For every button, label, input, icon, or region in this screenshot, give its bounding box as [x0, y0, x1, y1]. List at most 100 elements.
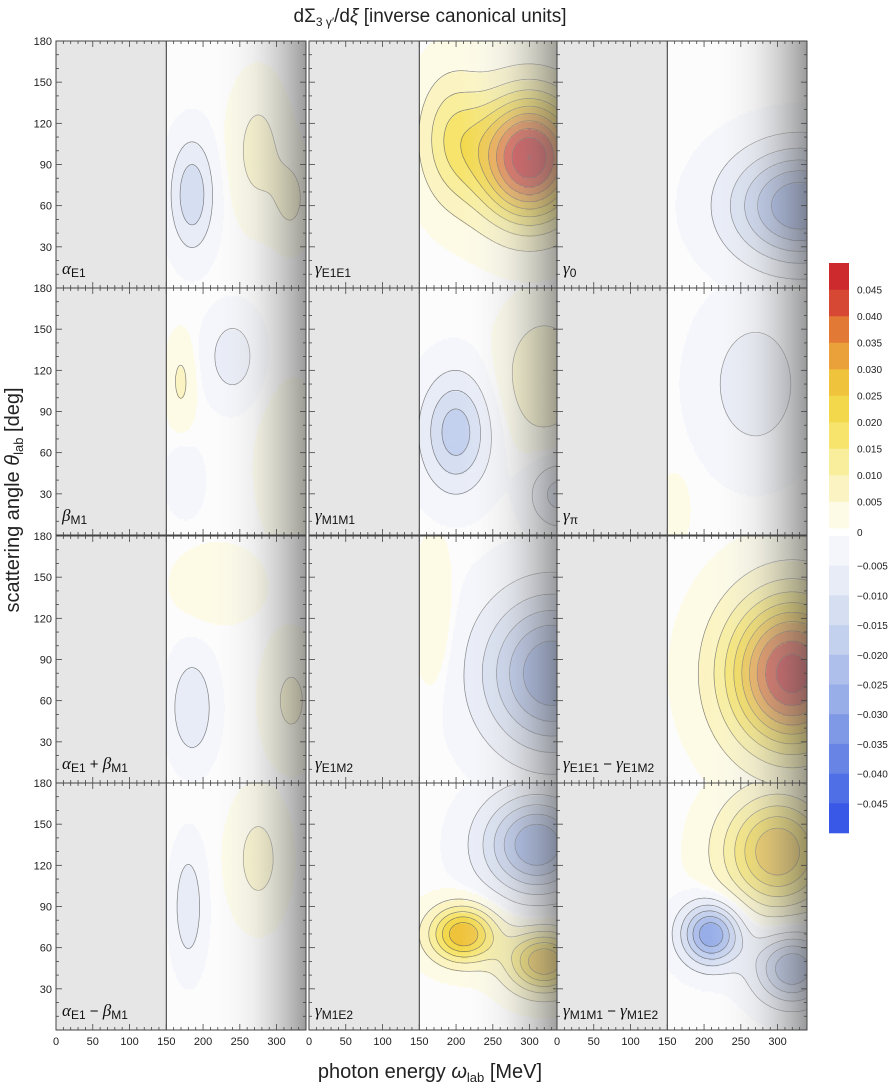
panel-11: γM1M1 − γM1E2 [556, 782, 808, 1031]
colorbar-tick-label: −0.045 [857, 799, 888, 810]
colorbar-segment [829, 289, 849, 317]
y-tick-label: 180 [34, 531, 52, 543]
panel-3: βM1 [55, 287, 307, 536]
x-tick-label: 300 [267, 1036, 285, 1048]
panel-1: γE1E1 [308, 40, 560, 289]
y-tick-label: 90 [40, 407, 52, 419]
y-tick-label: 180 [34, 778, 52, 790]
panel-10: γM1E2 [308, 782, 560, 1031]
y-tick-label: 90 [40, 902, 52, 914]
colorbar-segment [829, 625, 849, 656]
panel-label: γM1M1 [315, 506, 355, 527]
colorbar-tick-label: 0.025 [857, 392, 882, 403]
colorbar-tick-label: 0.040 [857, 312, 882, 323]
y-tick-label: 90 [40, 655, 52, 667]
panel-shading [166, 783, 306, 1030]
panel-label: γM1E2 [315, 1001, 353, 1022]
colorbar-tick-label: 0.015 [857, 445, 882, 456]
y-axis-label: scattering angle θlab [deg] [2, 387, 26, 612]
panel-ticks [556, 287, 808, 536]
colorbar-segment [829, 395, 849, 423]
panel-subthreshold-region [309, 536, 420, 783]
y-tick-label: 120 [34, 860, 52, 872]
panel-subthreshold-region [309, 783, 420, 1030]
colorbar-segment [829, 595, 849, 626]
y-tick-label: 120 [34, 118, 52, 130]
colorbar-segment [829, 773, 849, 804]
panel-shading [667, 536, 807, 783]
y-tick-label: 60 [40, 696, 52, 708]
x-tick-label: 300 [768, 1036, 786, 1048]
ylabel-part-2: lab [11, 438, 26, 455]
x-tick-label: 0 [554, 1036, 560, 1048]
colorbar-tick-label: −0.020 [857, 651, 888, 662]
x-axis-label: photon energy ωlab [MeV] [318, 1061, 542, 1084]
panel-label: γE1M2 [315, 754, 353, 775]
y-tick-label: 60 [40, 448, 52, 460]
title-part-1: 3 γ′ [316, 15, 335, 29]
colorbar-segment [829, 714, 849, 745]
colorbar-segment [829, 536, 849, 566]
colorbar-tick-label: −0.025 [857, 681, 888, 692]
y-tick-label: 120 [34, 613, 52, 625]
panel-ticks [556, 535, 808, 784]
x-tick-label: 300 [520, 1036, 538, 1048]
panel-8: γE1E1 − γE1M2 [556, 535, 808, 784]
x-tick-label: 200 [194, 1036, 212, 1048]
panel-label: γM1M1 − γM1E2 [563, 1001, 659, 1022]
y-tick-label: 30 [40, 737, 52, 749]
colorbar-segment [829, 684, 849, 715]
panel-grid: αE1 30 60 90 120 150 180 γE1E1 γ0 βM1 30 60 90 120 150… [34, 36, 808, 1048]
panel-4: γM1M1 [308, 287, 560, 536]
panel-shading [419, 41, 559, 288]
panel-ticks [55, 287, 307, 536]
panel-subthreshold-region [557, 536, 668, 783]
colorbar-segment [829, 743, 849, 774]
panel-label: βM1 [61, 506, 87, 527]
x-tick-label: 150 [658, 1036, 676, 1048]
xlabel-part-2: lab [467, 1070, 484, 1084]
panel-shading [166, 288, 306, 535]
x-tick-label: 150 [410, 1036, 428, 1048]
x-tick-label: 50 [87, 1036, 99, 1048]
panel-ticks [556, 782, 808, 1031]
colorbar-tick-label: 0.010 [857, 471, 882, 482]
panel-5: γπ [556, 287, 808, 536]
panel-subthreshold-region [56, 41, 167, 288]
panel-subthreshold-region [56, 783, 167, 1030]
y-tick-label: 120 [34, 365, 52, 377]
panel-subthreshold-region [557, 288, 668, 535]
panel-9: αE1 − βM1 [55, 782, 307, 1031]
x-tick-label: 0 [53, 1036, 59, 1048]
xlabel-part-3: [MeV] [484, 1061, 542, 1083]
colorbar-tick-label: −0.005 [857, 562, 888, 573]
panel-subthreshold-region [309, 41, 420, 288]
y-tick-label: 150 [34, 324, 52, 336]
colorbar-segment [829, 342, 849, 370]
colorbar-segment [829, 803, 849, 834]
panel-label: αE1 [62, 259, 86, 280]
colorbar-tick-label: 0.020 [857, 418, 882, 429]
panel-shading [667, 783, 807, 1030]
panel-7: γE1M2 [308, 535, 560, 784]
panel-6: αE1 + βM1 [55, 535, 307, 784]
colorbar-segment [829, 565, 849, 596]
panel-2: γ0 [556, 40, 808, 289]
panel-subthreshold-region [557, 783, 668, 1030]
colorbar-segment [829, 316, 849, 343]
x-tick-label: 250 [231, 1036, 249, 1048]
colorbar-tick-label: 0 [857, 528, 863, 539]
panel-shading [419, 783, 559, 1030]
y-tick-label: 90 [40, 160, 52, 172]
colorbar-segment [829, 263, 849, 290]
colorbar-tick-label: −0.035 [857, 740, 888, 751]
xlabel-part-1: ω [451, 1061, 467, 1083]
panel-label: γE1E1 − γE1M2 [563, 754, 655, 775]
panel-subthreshold-region [309, 288, 420, 535]
x-tick-label: 100 [373, 1036, 391, 1048]
y-tick-label: 30 [40, 242, 52, 254]
colorbar-tick-label: 0.045 [857, 286, 882, 297]
y-tick-label: 150 [34, 572, 52, 584]
ylabel-part-0: scattering angle [2, 466, 24, 613]
y-tick-label: 30 [40, 489, 52, 501]
